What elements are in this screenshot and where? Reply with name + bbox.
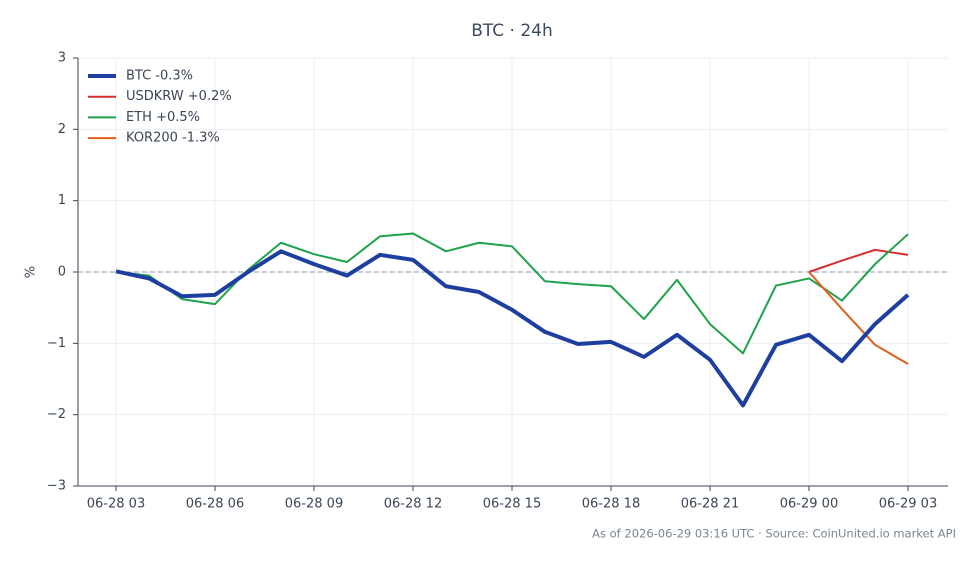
y-tick-label: 1 — [58, 193, 66, 208]
x-tick-label: 06-29 03 — [879, 497, 937, 512]
series-line — [808, 248, 909, 273]
series-line — [115, 249, 910, 408]
legend-label: BTC -0.3% — [126, 69, 193, 84]
y-tick-label: −1 — [47, 336, 66, 351]
y-axis-label: % — [24, 266, 39, 278]
legend-label: USDKRW +0.2% — [126, 89, 232, 104]
x-tick-label: 06-28 03 — [87, 497, 145, 512]
footer: As of 2026-06-29 03:16 UTC · Source: Coi… — [592, 527, 956, 541]
y-tick-label: −3 — [47, 479, 66, 494]
chart-title: BTC · 24h — [471, 21, 553, 41]
x-tick-label: 06-28 12 — [384, 497, 442, 512]
x-tick-label: 06-28 15 — [483, 497, 541, 512]
x-tick-label: 06-28 06 — [186, 497, 244, 512]
y-tick-label: −2 — [47, 407, 66, 422]
x-tick-label: 06-28 21 — [681, 497, 739, 512]
y-tick-label: 2 — [58, 122, 66, 137]
x-tick-label: 06-29 00 — [780, 497, 838, 512]
series-line — [808, 271, 909, 365]
legend-label: KOR200 -1.3% — [126, 131, 220, 146]
y-tick-label: 0 — [58, 265, 66, 280]
x-tick-label: 06-28 09 — [285, 497, 343, 512]
y-tick-label: 3 — [58, 51, 66, 66]
legend-label: ETH +0.5% — [126, 110, 200, 125]
x-tick-label: 06-28 18 — [582, 497, 640, 512]
